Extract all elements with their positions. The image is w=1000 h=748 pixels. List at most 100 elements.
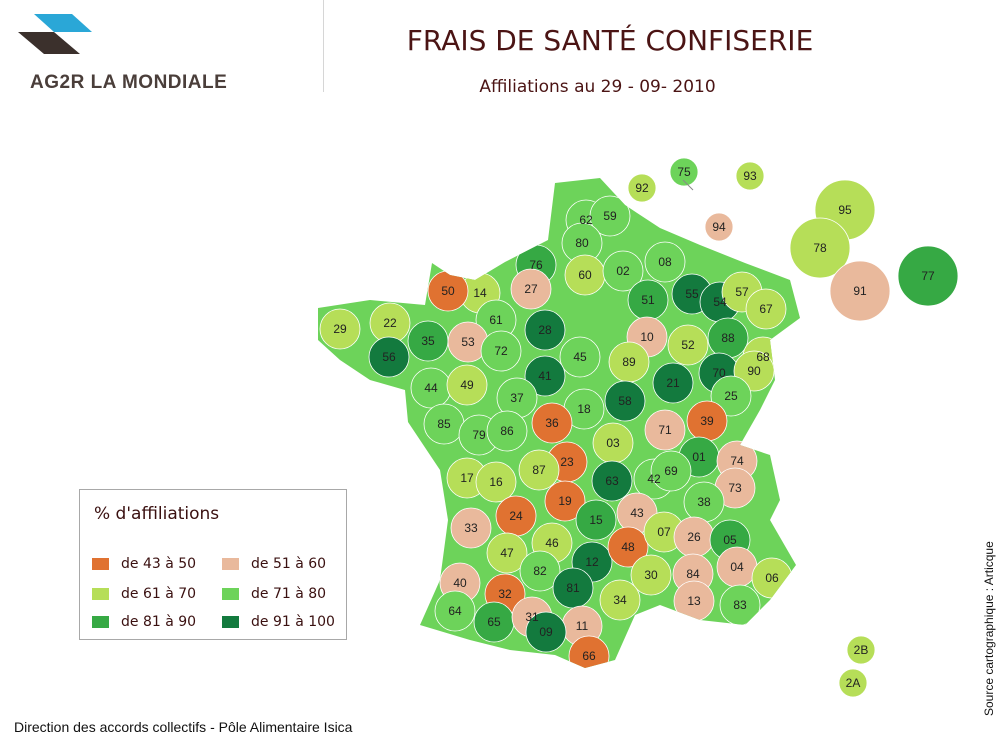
department-label-95: 95 bbox=[838, 203, 852, 217]
department-label-52: 52 bbox=[681, 338, 695, 352]
department-label-26: 26 bbox=[687, 530, 701, 544]
department-label-25: 25 bbox=[724, 389, 738, 403]
department-label-65: 65 bbox=[487, 615, 501, 629]
department-label-27: 27 bbox=[524, 282, 538, 296]
department-label-88: 88 bbox=[721, 331, 735, 345]
logo-emblem-icon bbox=[18, 14, 92, 54]
department-label-59: 59 bbox=[603, 209, 617, 223]
department-28 bbox=[524, 309, 566, 351]
department-label-14: 14 bbox=[473, 286, 487, 300]
department-label-73: 73 bbox=[728, 481, 742, 495]
department-30 bbox=[630, 554, 672, 596]
department-label-06: 06 bbox=[765, 571, 779, 585]
department-label-43: 43 bbox=[630, 506, 644, 520]
department-label-24: 24 bbox=[509, 509, 523, 523]
legend-item-91-100: de 91 à 100 bbox=[222, 614, 335, 630]
legend-item-71-80: de 71 à 80 bbox=[222, 586, 326, 602]
department-25 bbox=[710, 375, 752, 417]
department-label-38: 38 bbox=[697, 495, 711, 509]
department-71 bbox=[644, 409, 686, 451]
department-label-86: 86 bbox=[500, 424, 514, 438]
department-label-18: 18 bbox=[577, 402, 591, 416]
department-label-09: 09 bbox=[539, 625, 553, 639]
page-title: FRAIS DE SANTÉ CONFISERIE bbox=[406, 24, 814, 57]
department-label-92: 92 bbox=[635, 181, 649, 195]
department-label-13: 13 bbox=[687, 594, 701, 608]
legend-swatch bbox=[222, 558, 239, 570]
legend-label: de 81 à 90 bbox=[121, 614, 197, 630]
department-label-55: 55 bbox=[685, 287, 699, 301]
department-label-71: 71 bbox=[658, 423, 672, 437]
department-label-2b: 2B bbox=[854, 643, 869, 657]
department-label-81: 81 bbox=[566, 581, 580, 595]
department-label-08: 08 bbox=[658, 255, 672, 269]
department-92 bbox=[627, 173, 657, 203]
department-label-48: 48 bbox=[621, 540, 635, 554]
department-29 bbox=[319, 308, 361, 350]
department-label-16: 16 bbox=[489, 475, 503, 489]
department-label-72: 72 bbox=[494, 344, 508, 358]
department-09 bbox=[525, 611, 567, 653]
header-divider bbox=[323, 0, 324, 92]
department-label-70: 70 bbox=[712, 366, 726, 380]
department-49 bbox=[446, 364, 488, 406]
department-label-69: 69 bbox=[664, 464, 678, 478]
department-label-21: 21 bbox=[666, 376, 680, 390]
department-36 bbox=[531, 402, 573, 444]
department-label-29: 29 bbox=[333, 322, 347, 336]
legend-item-81-90: de 81 à 90 bbox=[92, 614, 196, 630]
department-77 bbox=[897, 245, 959, 307]
department-label-45: 45 bbox=[573, 350, 587, 364]
department-59 bbox=[589, 195, 631, 237]
department-16 bbox=[475, 461, 517, 503]
department-label-94: 94 bbox=[712, 220, 726, 234]
department-21 bbox=[652, 362, 694, 404]
legend: % d'affiliations de 43 à 50 de 51 à 60 d… bbox=[79, 489, 347, 640]
department-2b bbox=[846, 635, 876, 665]
department-33 bbox=[450, 507, 492, 549]
department-label-30: 30 bbox=[644, 568, 658, 582]
department-label-36: 36 bbox=[545, 416, 559, 430]
department-label-34: 34 bbox=[613, 593, 627, 607]
department-19 bbox=[544, 480, 586, 522]
department-label-85: 85 bbox=[437, 417, 451, 431]
department-label-60: 60 bbox=[578, 268, 592, 282]
department-label-53: 53 bbox=[461, 335, 475, 349]
legend-title: % d'affiliations bbox=[94, 504, 220, 524]
department-label-15: 15 bbox=[589, 513, 603, 527]
department-63 bbox=[591, 460, 633, 502]
department-label-58: 58 bbox=[618, 394, 632, 408]
department-label-03: 03 bbox=[606, 436, 620, 450]
department-label-67: 67 bbox=[759, 302, 773, 316]
department-label-47: 47 bbox=[500, 546, 514, 560]
department-69 bbox=[650, 450, 692, 492]
department-78 bbox=[789, 217, 851, 279]
department-label-35: 35 bbox=[421, 334, 435, 348]
legend-swatch bbox=[92, 558, 109, 570]
department-label-33: 33 bbox=[464, 521, 478, 535]
department-label-44: 44 bbox=[424, 381, 438, 395]
department-label-2a: 2A bbox=[846, 676, 861, 690]
legend-swatch bbox=[92, 588, 109, 600]
department-48 bbox=[607, 526, 649, 568]
department-label-19: 19 bbox=[558, 494, 572, 508]
department-label-23: 23 bbox=[560, 455, 574, 469]
legend-label: de 61 à 70 bbox=[121, 586, 197, 602]
department-label-80: 80 bbox=[575, 236, 589, 250]
department-41 bbox=[524, 355, 566, 397]
department-label-74: 74 bbox=[730, 454, 744, 468]
department-45 bbox=[559, 336, 601, 378]
department-34 bbox=[599, 579, 641, 621]
department-label-87: 87 bbox=[532, 463, 546, 477]
department-27 bbox=[510, 268, 552, 310]
department-52 bbox=[667, 324, 709, 366]
department-label-54: 54 bbox=[713, 295, 727, 309]
department-label-68: 68 bbox=[756, 350, 770, 364]
department-75 bbox=[669, 157, 699, 187]
legend-item-61-70: de 61 à 70 bbox=[92, 586, 196, 602]
department-labels: 62 59 80 76 60 02 08 27 14 50 61 28 51 55 54 57 67 29 22 35… bbox=[333, 165, 935, 690]
department-label-66: 66 bbox=[582, 649, 596, 663]
department-87 bbox=[518, 449, 560, 491]
department-label-84: 84 bbox=[686, 567, 700, 581]
department-label-82: 82 bbox=[533, 564, 547, 578]
